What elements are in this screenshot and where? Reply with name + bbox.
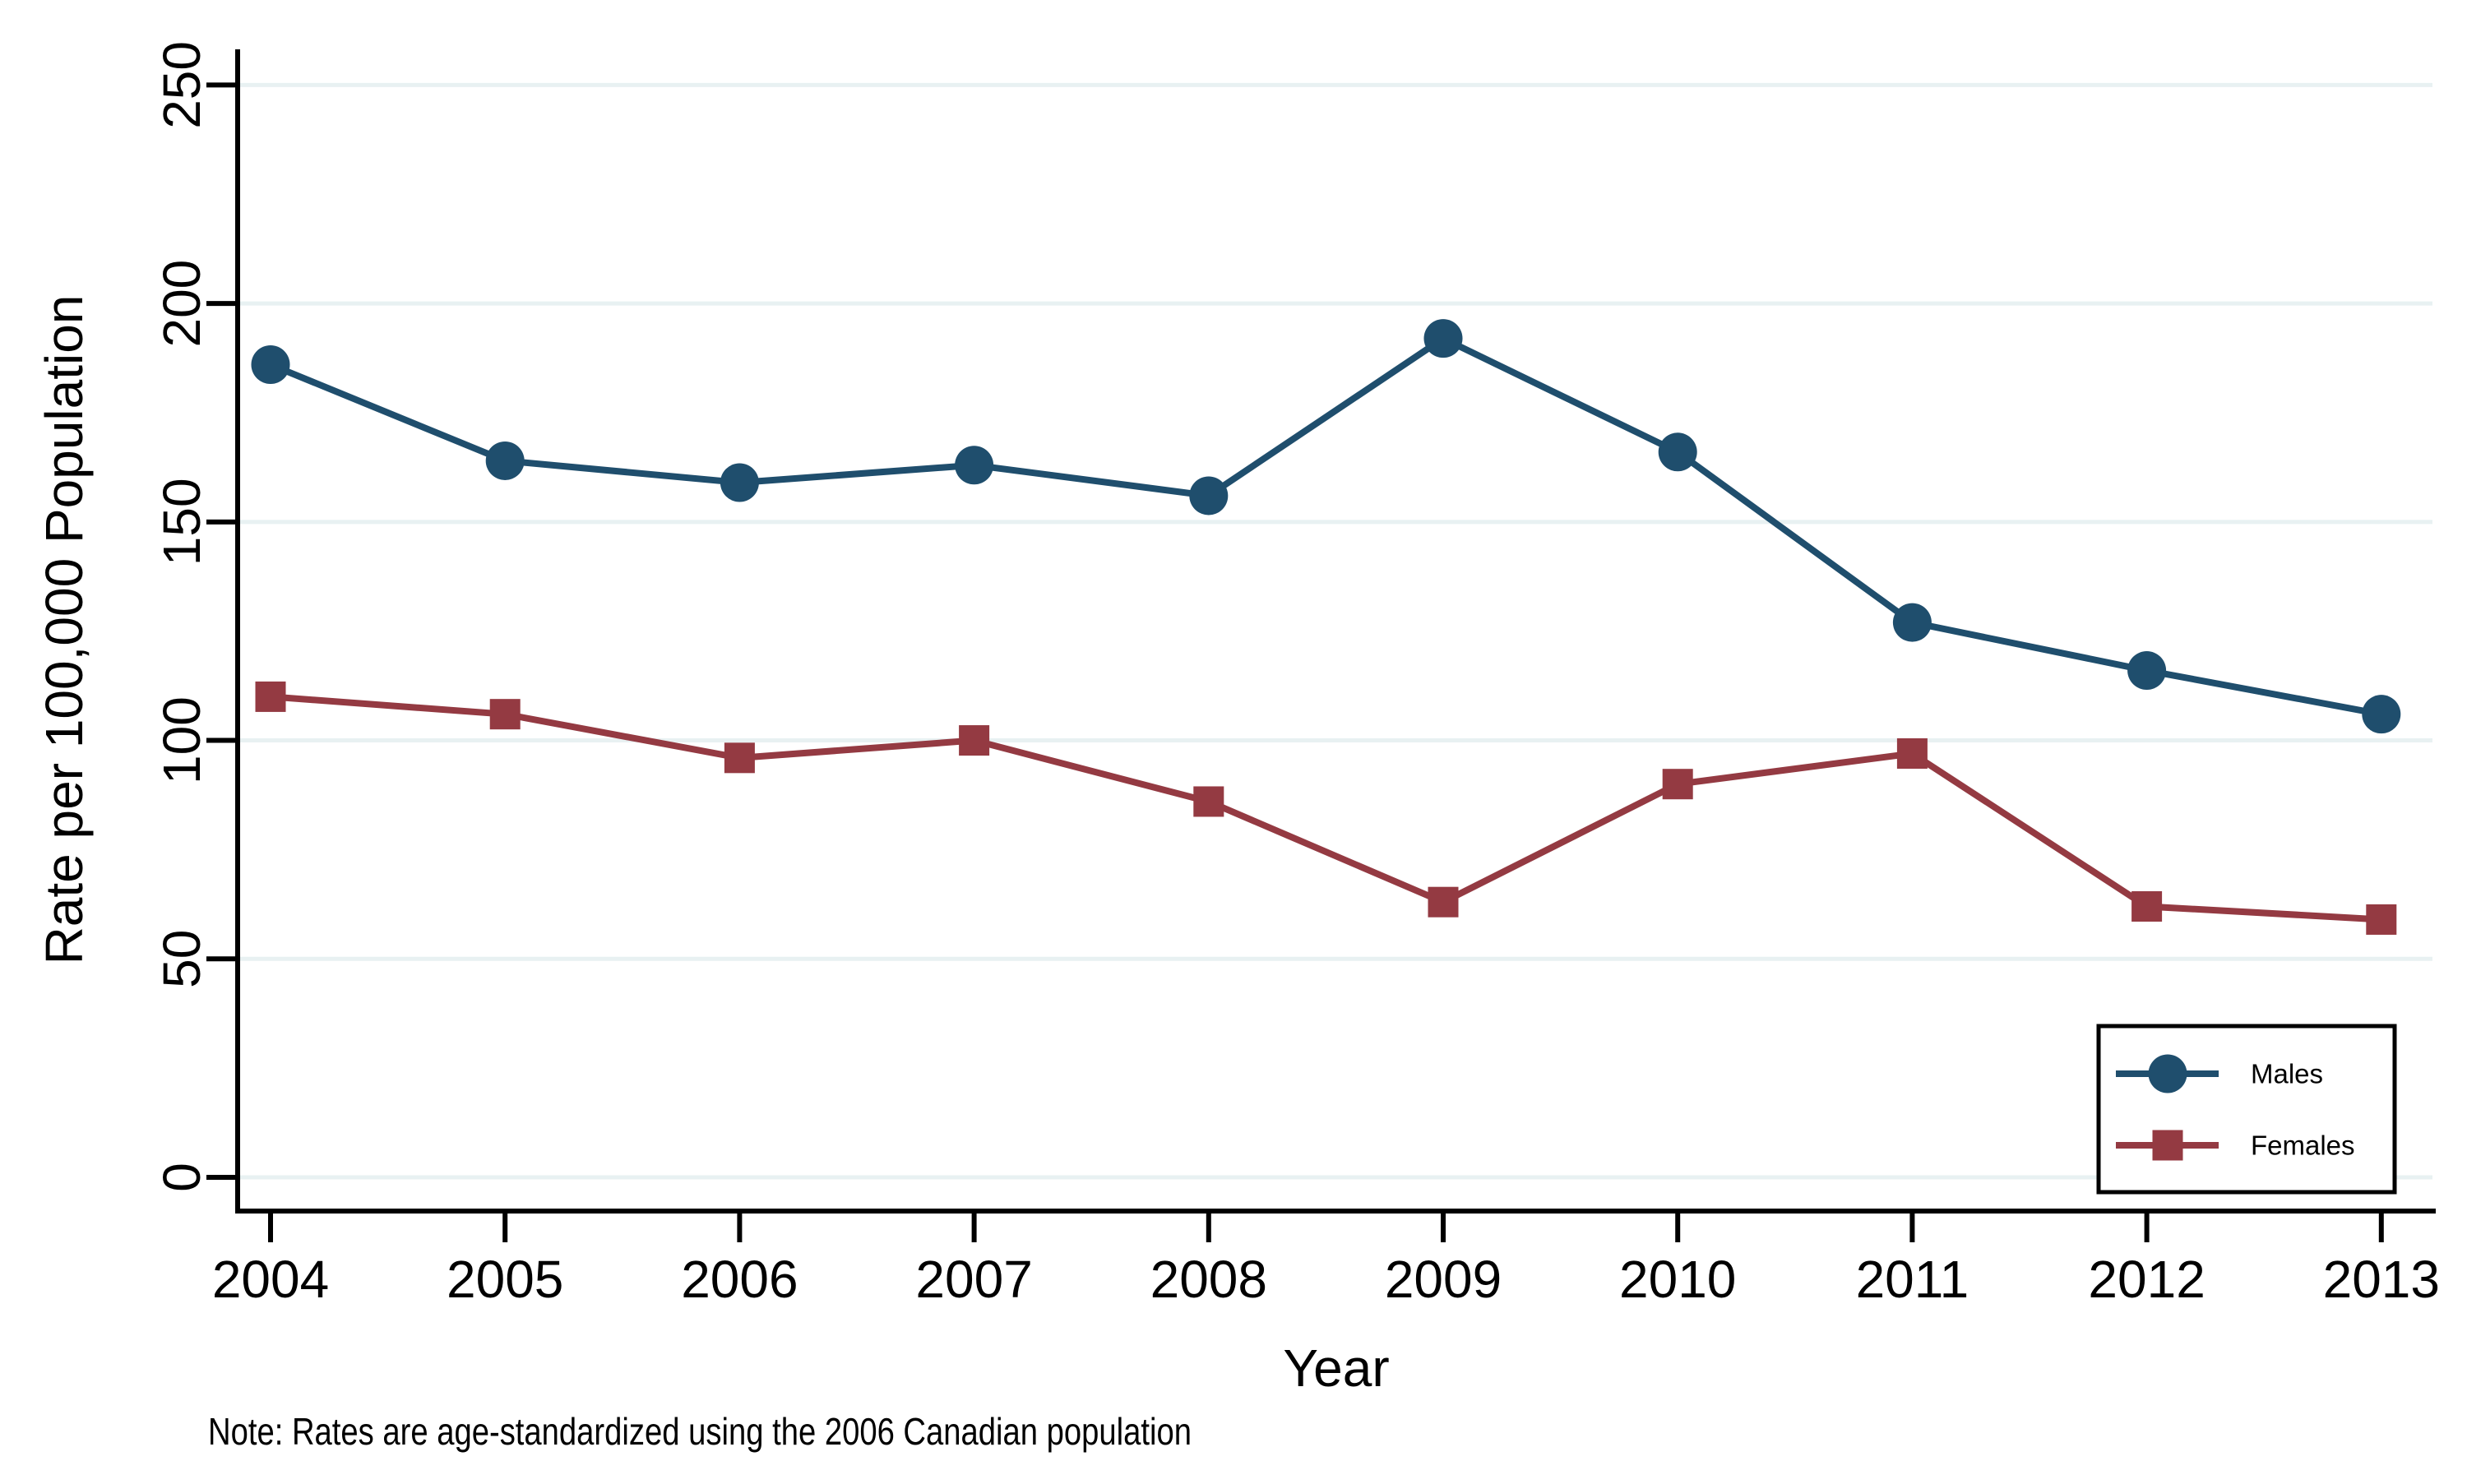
x-tick-label: 2012 bbox=[2088, 1250, 2205, 1309]
data-point-marker bbox=[1658, 432, 1697, 472]
data-point-marker bbox=[1428, 886, 1459, 918]
data-point-marker bbox=[1423, 319, 1463, 358]
y-tick-label: 50 bbox=[152, 930, 211, 988]
x-axis-ticks: 2004 2005 2006 2007 2008 2009 2010 2011 2012 2013 bbox=[212, 1211, 2440, 1309]
axes bbox=[235, 49, 2436, 1214]
source-note: Note: Rates are age-standardized using t… bbox=[208, 1410, 1192, 1453]
y-tick-label: 200 bbox=[152, 260, 211, 348]
x-tick-label: 2008 bbox=[1150, 1250, 1267, 1309]
y-tick-label: 100 bbox=[152, 696, 211, 784]
x-tick-label: 2006 bbox=[681, 1250, 798, 1309]
series-line bbox=[270, 693, 2382, 923]
series-males bbox=[251, 319, 2401, 734]
y-axis-title: Rate per 100,000 Population bbox=[35, 295, 94, 965]
data-point-marker bbox=[255, 681, 286, 712]
data-point-marker bbox=[1892, 603, 1932, 642]
x-tick-label: 2011 bbox=[1856, 1250, 1969, 1309]
data-point-marker bbox=[1193, 786, 1224, 817]
data-point-marker bbox=[2127, 651, 2167, 691]
legend-marker bbox=[2152, 1130, 2183, 1161]
data-point-marker bbox=[1189, 476, 1229, 515]
x-tick-label: 2013 bbox=[2323, 1250, 2440, 1309]
data-point-marker bbox=[2366, 904, 2397, 935]
data-point-marker bbox=[485, 441, 525, 480]
legend: Males Females bbox=[2096, 1024, 2397, 1195]
data-point-marker bbox=[959, 725, 990, 756]
series-females bbox=[255, 681, 2397, 935]
legend-box bbox=[2096, 1024, 2397, 1195]
data-point-marker bbox=[489, 699, 521, 730]
y-tick-label: 150 bbox=[152, 478, 211, 566]
data-point-marker bbox=[720, 463, 759, 502]
y-tick-label: 0 bbox=[152, 1163, 211, 1192]
data-point-marker bbox=[1896, 738, 1928, 770]
legend-item-females: Females bbox=[2116, 1130, 2355, 1161]
legend-label: Females bbox=[2251, 1130, 2355, 1161]
gridlines bbox=[238, 82, 2432, 1180]
x-axis-title: Year bbox=[1283, 1338, 1389, 1398]
x-tick-label: 2010 bbox=[1619, 1250, 1736, 1309]
legend-marker bbox=[2148, 1054, 2187, 1093]
data-point-marker bbox=[2131, 891, 2163, 922]
data-point-marker bbox=[251, 345, 290, 385]
x-tick-label: 2004 bbox=[212, 1250, 329, 1309]
y-axis-ticks: 0 50 100 150 200 250 bbox=[152, 41, 238, 1192]
data-point-marker bbox=[955, 446, 994, 485]
x-tick-label: 2009 bbox=[1385, 1250, 1502, 1309]
y-tick-label: 250 bbox=[152, 41, 211, 129]
legend-item-males: Males bbox=[2116, 1054, 2323, 1093]
x-tick-label: 2007 bbox=[915, 1250, 1032, 1309]
data-point-marker bbox=[1662, 769, 1693, 800]
x-tick-label: 2005 bbox=[447, 1250, 563, 1309]
legend-label: Males bbox=[2251, 1059, 2323, 1089]
series-line bbox=[269, 335, 2382, 718]
data-point-marker bbox=[2362, 695, 2401, 734]
data-point-marker bbox=[724, 742, 755, 774]
